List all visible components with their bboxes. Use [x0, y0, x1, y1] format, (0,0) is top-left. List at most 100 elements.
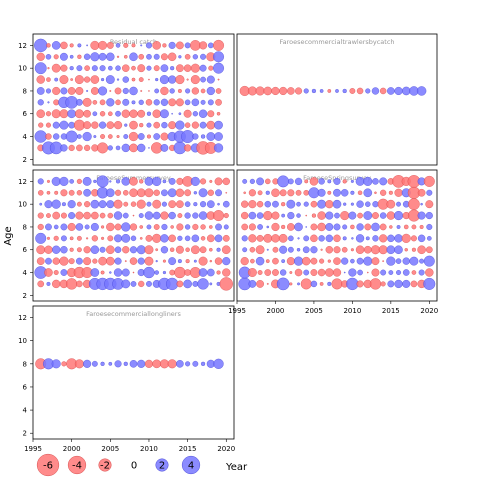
legend-label: 4 [188, 461, 194, 472]
data-point [309, 177, 319, 186]
data-point [380, 189, 387, 196]
data-point [272, 269, 279, 276]
data-point [305, 226, 307, 228]
data-point [144, 359, 153, 368]
data-point [287, 178, 294, 185]
data-point [128, 131, 139, 142]
data-point [167, 52, 177, 61]
data-point [209, 282, 213, 286]
data-point [45, 88, 51, 94]
data-point [200, 99, 206, 105]
y-tick-label: 6 [23, 246, 28, 254]
data-point [185, 247, 190, 252]
data-point [183, 109, 192, 118]
data-point [419, 258, 425, 264]
data-point [53, 133, 60, 140]
data-point [206, 75, 215, 84]
data-point [363, 256, 373, 266]
data-point [105, 75, 115, 84]
data-point [84, 224, 90, 230]
data-point [311, 213, 317, 218]
data-point [371, 268, 380, 277]
data-point [129, 360, 138, 368]
data-point [402, 269, 410, 276]
data-point [363, 176, 373, 186]
data-point [199, 64, 207, 72]
data-point [93, 135, 97, 138]
data-point [177, 213, 183, 218]
data-point [206, 86, 215, 96]
data-point [200, 88, 206, 94]
data-point [296, 213, 301, 218]
data-point [325, 246, 333, 254]
data-point [139, 122, 144, 128]
data-point [207, 268, 215, 277]
data-point [402, 279, 411, 288]
data-point [145, 234, 153, 242]
data-point [136, 188, 146, 198]
data-point [100, 270, 105, 275]
data-point [221, 245, 231, 255]
data-point [380, 269, 387, 276]
data-point [113, 268, 123, 277]
x-tick-label: 1995 [24, 445, 42, 453]
data-point [54, 77, 59, 82]
data-point [121, 222, 131, 232]
data-point [155, 260, 158, 263]
data-point [129, 120, 138, 130]
data-point [357, 190, 363, 195]
data-point [37, 178, 44, 185]
data-point [264, 200, 271, 208]
data-point [287, 223, 295, 231]
data-point [216, 270, 221, 275]
legend-label: -2 [100, 461, 110, 472]
y-tick-label: 4 [23, 407, 28, 415]
legend-label: 0 [131, 461, 137, 472]
data-point [192, 223, 199, 230]
y-tick-label: 10 [18, 201, 27, 209]
data-point [396, 201, 401, 207]
data-point [121, 279, 131, 289]
data-point [176, 41, 184, 50]
data-point [404, 248, 408, 252]
data-point [300, 278, 312, 290]
data-point [53, 54, 59, 60]
data-point [395, 258, 402, 264]
data-point [59, 256, 69, 266]
data-point [200, 76, 206, 83]
data-point [215, 189, 222, 197]
data-point [296, 201, 301, 207]
data-point [76, 201, 82, 207]
x-tick-label: 2005 [305, 307, 323, 315]
y-tick-label: 6 [23, 383, 28, 391]
data-point [60, 223, 68, 231]
data-point [82, 97, 92, 107]
data-point [144, 245, 154, 255]
data-point [140, 44, 143, 47]
data-point [310, 269, 318, 276]
data-point [294, 268, 303, 277]
data-point [59, 109, 69, 119]
data-point [44, 200, 53, 209]
data-point [199, 121, 207, 129]
data-point [387, 280, 395, 288]
data-point [91, 211, 99, 220]
data-point [207, 99, 214, 106]
data-point [161, 201, 167, 207]
data-point [372, 212, 379, 219]
data-point [213, 210, 224, 222]
data-point [100, 134, 106, 139]
data-point [346, 277, 359, 291]
data-point [76, 99, 83, 106]
data-point [178, 55, 182, 59]
data-point [341, 246, 348, 253]
panel-middle-right: FaroeseSpringsurvey199520002005201020152… [228, 169, 438, 315]
data-point [36, 109, 45, 118]
data-point [184, 189, 191, 197]
data-point [191, 121, 199, 129]
data-point [278, 234, 288, 243]
data-point [168, 98, 177, 107]
data-point [52, 121, 60, 129]
data-point [279, 269, 287, 276]
data-point [67, 222, 76, 231]
